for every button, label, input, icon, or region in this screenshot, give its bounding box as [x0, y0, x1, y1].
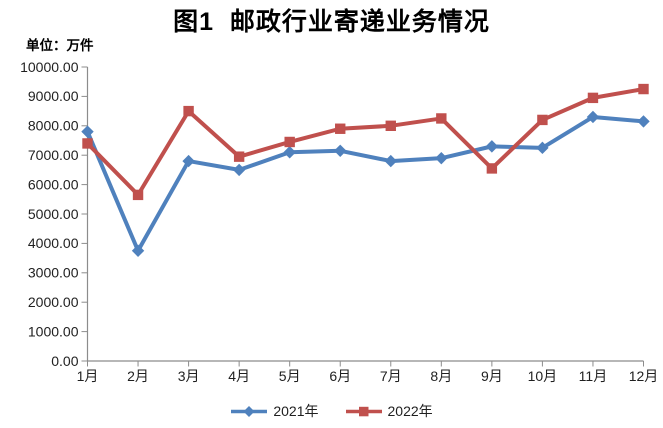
series-line-2022年	[85, 87, 646, 197]
y-tick-label: 10000.00	[20, 59, 79, 75]
x-tick-label: 4月	[228, 368, 250, 384]
data-point-2022年-1月	[82, 138, 93, 149]
data-point-2022年-11月	[587, 92, 599, 104]
x-tick-label: 8月	[430, 368, 452, 384]
legend-marker-2022-icon	[345, 406, 382, 416]
legend: 2021年 2022年	[0, 399, 663, 423]
data-point-2022年-12月	[638, 83, 649, 95]
legend-label-2021: 2021年	[273, 403, 319, 419]
data-point-2022年-8月	[436, 113, 447, 124]
x-tick-label: 12月	[629, 368, 659, 384]
data-point-2022年-5月	[284, 136, 295, 148]
data-point-2021年-5月	[283, 146, 296, 159]
data-point-2022年-6月	[335, 123, 346, 134]
y-tick-label: 9000.00	[28, 88, 79, 104]
data-point-2021年-8月	[435, 151, 448, 165]
y-tick-label: 4000.00	[28, 235, 79, 251]
data-point-2022年-7月	[385, 120, 396, 131]
y-tick-label: 0.00	[51, 353, 78, 369]
y-tick-label: 6000.00	[28, 176, 79, 192]
x-tick-label: 2月	[127, 368, 149, 384]
x-tick-label: 6月	[329, 368, 351, 384]
data-point-2021年-3月	[182, 154, 195, 168]
legend-marker-2021-icon	[231, 405, 268, 417]
y-tick-label: 7000.00	[28, 147, 79, 163]
data-point-2022年-4月	[233, 151, 245, 162]
data-point-2021年-12月	[637, 115, 650, 128]
legend-item-2022: 2022年	[345, 401, 433, 421]
y-tick-label: 1000.00	[28, 323, 79, 339]
legend-label-2022: 2022年	[387, 403, 433, 419]
x-tick-label: 3月	[178, 368, 200, 384]
x-tick-label: 5月	[279, 368, 301, 384]
data-point-2021年-11月	[586, 110, 600, 124]
series-line-2021年	[85, 114, 646, 253]
data-point-2022年-3月	[183, 105, 194, 117]
x-tick-label: 9月	[481, 368, 503, 384]
data-point-2022年-10月	[537, 114, 548, 126]
data-point-2021年-9月	[485, 140, 499, 153]
y-tick-label: 3000.00	[28, 265, 79, 281]
data-point-2021年-10月	[536, 141, 549, 155]
data-point-2022年-9月	[486, 163, 498, 174]
data-point-2021年-4月	[232, 163, 246, 177]
x-tick-label: 11月	[579, 368, 608, 384]
y-tick-label: 2000.00	[28, 294, 79, 310]
chart-title: 图1 邮政行业寄递业务情况	[173, 8, 490, 36]
x-tick-label: 7月	[380, 368, 402, 384]
data-point-2021年-6月	[334, 144, 347, 157]
y-tick-label: 5000.00	[28, 206, 79, 222]
unit-label: 单位：万件	[26, 38, 94, 53]
y-tick-label: 8000.00	[28, 118, 79, 134]
data-point-2022年-2月	[132, 189, 144, 201]
data-point-2021年-7月	[384, 154, 397, 168]
legend-item-2021: 2021年	[230, 401, 319, 421]
x-tick-label: 10月	[528, 368, 558, 384]
data-point-2021年-1月	[81, 125, 94, 138]
data-point-2021年-2月	[131, 244, 145, 257]
x-tick-label: 1月	[77, 368, 99, 384]
